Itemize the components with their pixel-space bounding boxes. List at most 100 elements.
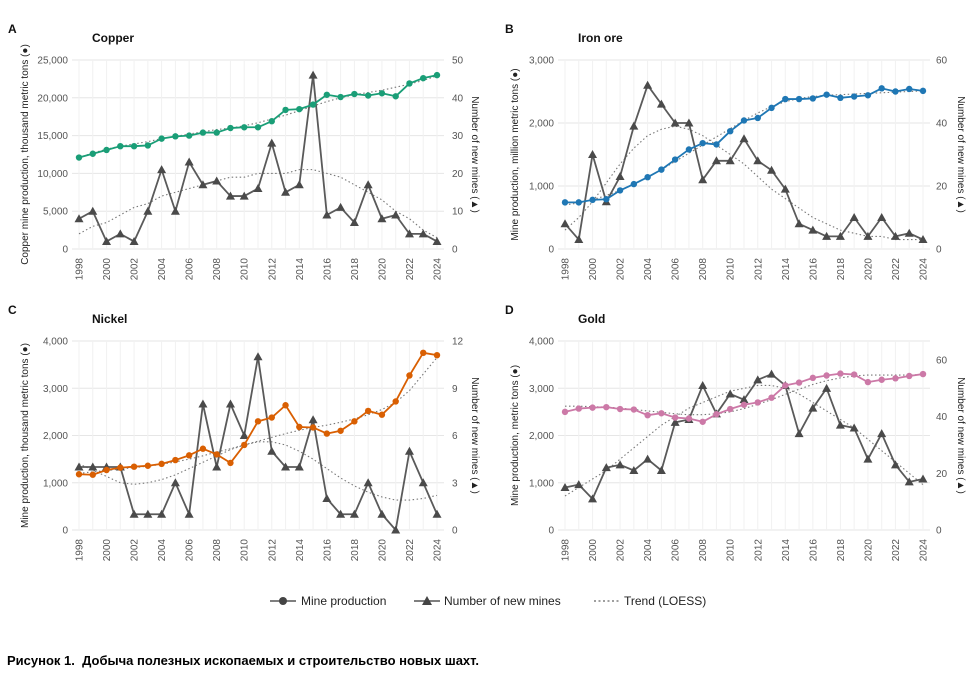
y-right-tick-label: 40 (936, 119, 948, 130)
point-new-mines (890, 231, 900, 240)
point-production (268, 414, 275, 421)
y-right-axis-title: Number of new mines (▲) (469, 377, 480, 494)
point-new-mines (170, 206, 180, 215)
point-new-mines (656, 465, 666, 474)
point-production (89, 471, 96, 478)
x-tick-label: 2012 (267, 258, 278, 281)
point-production (850, 93, 858, 100)
x-tick-label: 2008 (212, 258, 223, 281)
legend: Mine production Number of new mines Tren… (270, 594, 706, 608)
x-tick-label: 2006 (671, 258, 682, 281)
point-new-mines (432, 509, 442, 518)
point-production (282, 106, 289, 114)
y-right-tick-label: 60 (936, 355, 948, 366)
x-tick-label: 2024 (433, 258, 444, 281)
x-tick-label: 1998 (75, 539, 86, 562)
point-new-mines (890, 460, 900, 469)
x-tick-label: 1998 (561, 258, 572, 281)
point-production (227, 124, 234, 132)
point-new-mines (129, 236, 139, 245)
point-new-mines (198, 399, 208, 408)
point-new-mines (601, 463, 611, 472)
y-left-tick-label: 1,000 (529, 478, 554, 489)
point-production (433, 71, 441, 79)
y-left-tick-label: 3,000 (529, 384, 554, 395)
point-new-mines (281, 462, 291, 471)
x-tick-label: 2002 (616, 539, 627, 562)
point-production (241, 124, 248, 131)
point-new-mines (184, 509, 194, 518)
point-production (864, 92, 872, 99)
point-production (603, 403, 610, 411)
point-production (296, 423, 303, 431)
point-production (823, 372, 830, 379)
point-production (406, 372, 413, 379)
point-production (254, 418, 262, 425)
point-new-mines (198, 180, 208, 189)
point-production (837, 370, 844, 377)
x-tick-label: 1998 (75, 258, 86, 281)
point-new-mines (404, 446, 414, 455)
point-new-mines (725, 389, 735, 398)
y-right-tick-label: 60 (936, 56, 948, 67)
y-right-tick-label: 20 (936, 469, 948, 480)
point-production (158, 135, 165, 142)
x-tick-label: 2004 (643, 258, 654, 281)
point-production (795, 379, 803, 386)
point-production (337, 93, 344, 101)
point-production (837, 94, 844, 102)
x-tick-label: 2018 (350, 258, 361, 281)
point-production (616, 405, 624, 413)
point-new-mines (308, 415, 318, 424)
point-production (727, 127, 734, 135)
legend-new-mines-marker-icon (422, 596, 432, 605)
y-left-axis-title: Mine production, million metric tons (●) (510, 68, 521, 240)
legend-item-trend: Trend (LOESS) (594, 594, 706, 608)
legend-new-mines-label: Number of new mines (444, 594, 561, 608)
point-production (406, 80, 413, 87)
point-production (296, 105, 303, 113)
trend-line-new-mines (564, 384, 924, 497)
x-tick-label: 2000 (102, 258, 113, 281)
x-tick-label: 2022 (405, 258, 416, 281)
figure-caption: Рисунок 1. Добыча полезных ископаемых и … (7, 653, 479, 668)
point-production (172, 133, 179, 140)
y-left-tick-label: 2,000 (529, 119, 554, 130)
point-production (364, 92, 372, 99)
point-new-mines (835, 420, 845, 429)
point-new-mines (391, 525, 401, 534)
point-production (919, 370, 927, 378)
point-production (309, 101, 317, 108)
point-production (713, 141, 720, 148)
trend-line-new-mines (78, 169, 438, 239)
point-production (809, 95, 817, 102)
point-new-mines (698, 175, 708, 184)
x-tick-label: 2018 (350, 539, 361, 562)
x-tick-label: 2022 (891, 258, 902, 281)
point-new-mines (349, 509, 359, 518)
x-tick-label: 2018 (836, 258, 847, 281)
point-production (892, 375, 899, 382)
y-right-axis-title: Number of new mines (▲) (955, 377, 966, 494)
y-right-axis-title: Number of new mines (▲) (469, 96, 480, 213)
point-production (575, 199, 582, 206)
y-right-tick-label: 20 (936, 182, 948, 193)
point-new-mines (849, 213, 859, 221)
point-production (658, 410, 665, 417)
point-new-mines (780, 184, 790, 193)
grid (558, 340, 930, 531)
x-tick-label: 2020 (377, 539, 388, 562)
y-left-tick-label: 15,000 (37, 131, 68, 142)
x-tick-label: 2014 (781, 258, 792, 281)
point-new-mines (74, 462, 84, 471)
point-production (878, 85, 885, 92)
panel-letter: C (8, 303, 17, 317)
y-right-tick-label: 40 (936, 412, 948, 423)
y-left-tick-label: 2,000 (43, 431, 68, 442)
point-production (727, 405, 734, 413)
point-production (630, 180, 638, 188)
x-tick-label: 2006 (185, 258, 196, 281)
y-right-tick-label: 0 (936, 526, 942, 537)
point-production (227, 459, 234, 467)
